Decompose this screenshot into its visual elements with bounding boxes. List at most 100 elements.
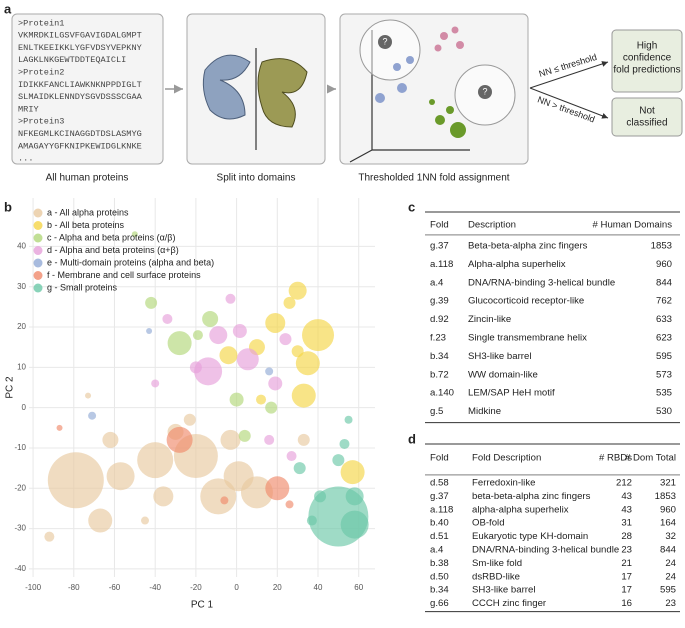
legend-swatch: [33, 208, 43, 218]
x-tick-label: -20: [190, 583, 202, 592]
bubble: [340, 460, 365, 485]
table-cell: 844: [656, 277, 673, 288]
x-tick-label: 40: [314, 583, 323, 592]
bubble: [229, 392, 244, 407]
table-cell: 23: [621, 545, 632, 556]
sequence-line: >Protein3: [18, 117, 64, 127]
bubble: [265, 312, 286, 333]
bubble: [88, 411, 97, 420]
bubble: [153, 486, 174, 507]
y-tick-label: -10: [14, 443, 26, 452]
step-label: Thresholded 1NN fold assignment: [358, 173, 509, 184]
table-cell: b.34: [430, 585, 449, 596]
table-cell: 595: [660, 585, 676, 596]
legend-swatch: [33, 283, 43, 293]
bubble: [202, 310, 219, 327]
y-tick-label: 0: [22, 403, 27, 412]
table-cell: 31: [621, 518, 632, 529]
branch-arrow: [529, 87, 609, 119]
table-cell: a.118: [430, 504, 453, 515]
sequence-line: LAGKLNKGEWTDDTEQAICLI: [18, 55, 126, 65]
outcome-label: High: [637, 41, 658, 52]
outcome-box: [611, 29, 683, 93]
y-axis-label: PC 2: [5, 376, 16, 399]
table-cell: 535: [656, 388, 672, 399]
outcome-box: [611, 97, 683, 137]
bubble: [285, 500, 294, 509]
table-cell: Single transmembrane helix: [468, 333, 587, 344]
x-tick-label: 60: [354, 583, 363, 592]
table-header: # RBDs: [599, 453, 632, 464]
step-label: All human proteins: [46, 173, 129, 184]
table-cell: 24: [665, 558, 676, 569]
bubble: [183, 413, 196, 426]
table-cell: 960: [656, 259, 672, 270]
table-header: # Dom Total: [625, 453, 676, 464]
table-cell: 623: [656, 333, 672, 344]
table-cell: 32: [665, 531, 676, 542]
table-cell: 321: [660, 478, 676, 489]
table-cell: 43: [621, 504, 632, 515]
outcome-label: Not: [639, 106, 655, 117]
table-cell: a.4: [430, 277, 444, 288]
sequence-line: IDIKKFANCLIAWKNKNPPDIGLT: [18, 80, 142, 90]
bubble: [189, 361, 202, 374]
table-cell: 28: [621, 531, 632, 542]
bubble: [268, 376, 283, 391]
bubble: [332, 454, 345, 467]
bubble: [225, 293, 236, 304]
table-header: Fold: [430, 453, 449, 464]
bubble: [265, 367, 274, 376]
bubble: [151, 379, 160, 388]
bubble: [306, 515, 317, 526]
sequence-box: [11, 13, 164, 165]
table-cell: b.38: [430, 558, 449, 569]
sequence-line: AMAGAYYGFKNIPKEWIDGLKNKE: [18, 141, 142, 151]
y-tick-label: 10: [17, 362, 26, 371]
bubble: [286, 451, 297, 462]
sequence-line: >Protein1: [18, 18, 64, 28]
bubble: [256, 394, 267, 405]
legend-swatch: [33, 271, 43, 280]
table-cell: 633: [656, 314, 672, 325]
bubble: [88, 508, 113, 533]
bubble: [106, 462, 135, 491]
table-cell: SH3-like barrel: [472, 585, 535, 596]
y-tick-label: -20: [14, 483, 26, 492]
table-cell: g.5: [430, 406, 443, 417]
bubble: [264, 434, 275, 445]
table-cell: OB-fold: [472, 518, 505, 529]
table-cell: alpha-alpha superhelix: [472, 504, 569, 515]
sequence-line: VKMRDKILGSVFGAVIGDALGMPT: [18, 31, 142, 41]
table-cell: b.40: [430, 518, 449, 529]
table-cell: DNA/RNA-binding 3-helical bundle: [472, 545, 619, 556]
bubble: [240, 476, 273, 509]
table-cell: g.66: [430, 598, 449, 609]
table-cell: SH3-like barrel: [468, 351, 531, 362]
legend-label: c - Alpha and beta proteins (α/β): [47, 232, 175, 242]
table-cell: a.4: [430, 545, 444, 556]
bubble: [141, 516, 150, 525]
table-cell: Sm-like fold: [472, 558, 522, 569]
bubble: [220, 496, 229, 505]
bubble: [288, 281, 307, 300]
y-tick-label: 20: [17, 322, 26, 331]
legend-swatch: [33, 233, 43, 243]
sequence-line: >Protein2: [18, 67, 64, 77]
legend-swatch: [33, 258, 43, 268]
table-cell: beta-beta-alpha zinc fingers: [472, 491, 591, 502]
bubble: [302, 319, 335, 352]
bubble: [339, 438, 350, 449]
table-header: Fold: [430, 220, 449, 231]
bubble: [295, 351, 320, 376]
table-cell: 24: [665, 571, 676, 582]
table-cell: 595: [656, 351, 672, 362]
table-cell: g.37: [430, 491, 449, 502]
bubble: [345, 487, 364, 506]
panel-label: b: [4, 199, 12, 214]
table-cell: WW domain-like: [468, 369, 538, 380]
sequence-line: ENLTKEEIKKLYGFVDSYVEPKNY: [18, 43, 142, 53]
embedding-space: [349, 19, 516, 163]
query-mark: ?: [482, 86, 487, 96]
